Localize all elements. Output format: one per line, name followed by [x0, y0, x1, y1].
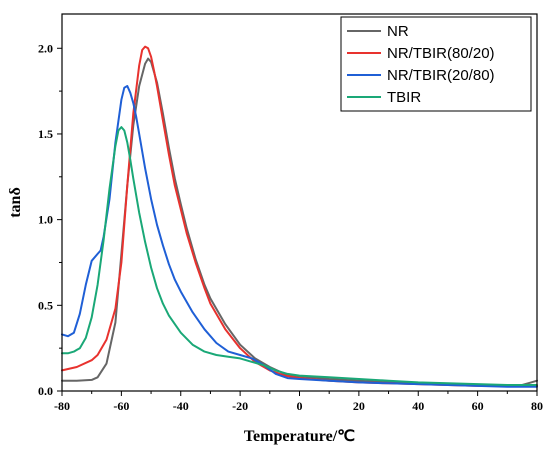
legend-label: TBIR [387, 89, 421, 106]
series-layer [61, 45, 538, 388]
x-tick-label: -20 [232, 399, 248, 413]
legend-label: NR/TBIR(20/80) [387, 67, 495, 84]
x-tick-label: 0 [297, 399, 303, 413]
y-axis-title: tanδ [7, 187, 24, 218]
y-tick-label: 1.5 [38, 127, 53, 141]
x-tick-label: -40 [173, 399, 189, 413]
x-tick-label: -80 [54, 399, 70, 413]
y-tick-label: 2.0 [38, 41, 53, 55]
x-tick-label: 60 [472, 399, 484, 413]
ticks-layer: -80 -60 -40 -20 0 20 40 60 80 0.0 0.5 1.0 1.5 2.0 [38, 41, 543, 413]
y-tick-label: 0.0 [38, 384, 53, 398]
x-axis-title: Temperature/℃ [244, 428, 355, 445]
x-tick-label: 20 [353, 399, 365, 413]
y-tick-label: 1.0 [38, 213, 53, 227]
series-line-2 [61, 85, 538, 388]
x-tick-label: -60 [113, 399, 129, 413]
legend-box [340, 16, 532, 112]
legend-label: NR [387, 23, 409, 40]
x-tick-label: 80 [531, 399, 543, 413]
legend-label: NR/TBIR(80/20) [387, 45, 495, 62]
y-tick-label: 0.5 [38, 298, 53, 312]
legend: NR NR/TBIR(80/20) NR/TBIR(20/80) TBIR [340, 16, 532, 112]
x-tick-label: 40 [412, 399, 424, 413]
series-line-3 [61, 126, 538, 386]
